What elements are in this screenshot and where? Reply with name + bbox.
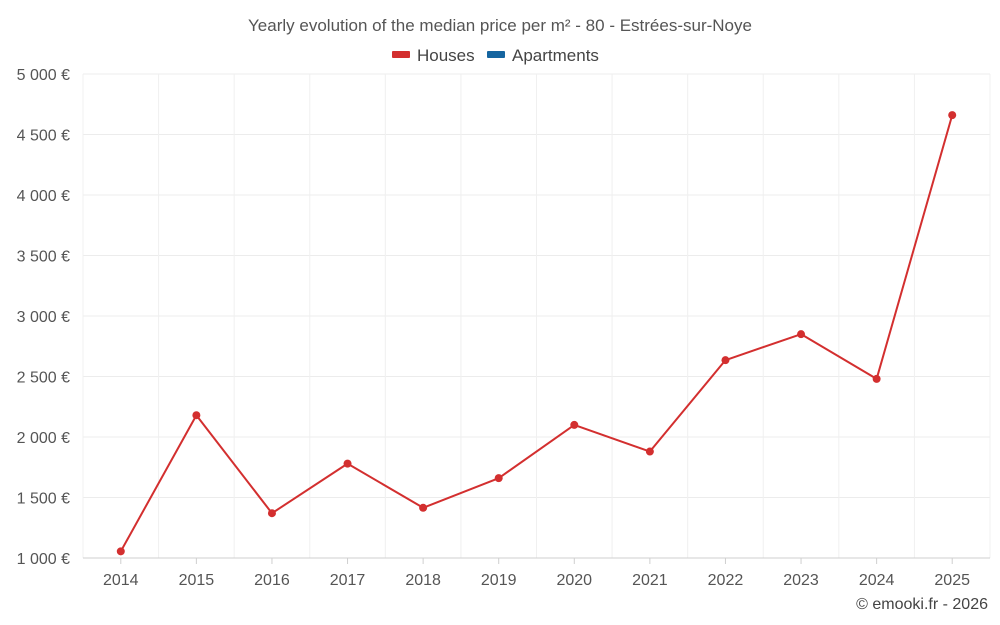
y-tick-label: 4 000 € — [17, 188, 70, 205]
houses-point-2023[interactable] — [797, 330, 806, 339]
y-tick-label: 3 500 € — [17, 249, 70, 266]
grid — [82, 73, 991, 559]
legend-item-houses[interactable]: Houses — [392, 46, 475, 65]
houses-line — [119, 114, 954, 552]
houses-point-2014[interactable] — [116, 547, 125, 556]
series-houses — [116, 111, 957, 556]
x-tick-label: 2024 — [859, 572, 895, 589]
houses-point-2021[interactable] — [645, 447, 654, 456]
legend-swatch-houses — [392, 51, 410, 58]
x-tick-label: 2022 — [708, 572, 744, 589]
houses-point-2025[interactable] — [948, 111, 957, 120]
y-tick-label: 2 500 € — [17, 370, 70, 387]
x-tick-label: 2023 — [783, 572, 819, 589]
y-tick-label: 1 000 € — [17, 551, 70, 568]
credit-text: © emooki.fr - 2026 — [856, 596, 988, 613]
legend: Houses Apartments — [392, 46, 599, 65]
houses-point-2016[interactable] — [267, 509, 276, 518]
houses-point-2022[interactable] — [721, 356, 730, 365]
y-tick-label: 5 000 € — [17, 67, 70, 84]
x-tick-label: 2016 — [254, 572, 290, 589]
x-tick-label: 2018 — [405, 572, 441, 589]
x-tick-label: 2025 — [934, 572, 970, 589]
x-tick-label: 2014 — [103, 572, 139, 589]
x-axis: 2014 2015 2016 2017 2018 2019 2020 2021 2022 2023… — [83, 557, 990, 589]
x-tick-label: 2015 — [179, 572, 215, 589]
legend-item-apartments[interactable]: Apartments — [487, 46, 599, 65]
legend-swatch-apartments — [487, 51, 505, 58]
y-tick-label: 4 500 € — [17, 128, 70, 145]
houses-point-2020[interactable] — [570, 420, 579, 429]
legend-label-apartments: Apartments — [512, 46, 599, 65]
y-tick-label: 1 500 € — [17, 491, 70, 508]
y-axis: 1 000 € 1 500 € 2 000 € 2 500 € 3 000 € 3 500… — [17, 67, 70, 568]
x-tick-label: 2017 — [330, 572, 366, 589]
houses-point-2024[interactable] — [872, 374, 881, 383]
x-tick-label: 2020 — [556, 572, 592, 589]
x-tick-label: 2019 — [481, 572, 517, 589]
chart-title: Yearly evolution of the median price per… — [248, 16, 752, 35]
legend-label-houses: Houses — [417, 46, 475, 65]
houses-point-2015[interactable] — [192, 411, 201, 420]
y-tick-label: 3 000 € — [17, 309, 70, 326]
houses-point-2018[interactable] — [419, 503, 428, 512]
houses-point-2017[interactable] — [343, 459, 352, 468]
y-tick-label: 2 000 € — [17, 430, 70, 447]
x-tick-label: 2021 — [632, 572, 668, 589]
houses-point-2019[interactable] — [494, 474, 503, 483]
